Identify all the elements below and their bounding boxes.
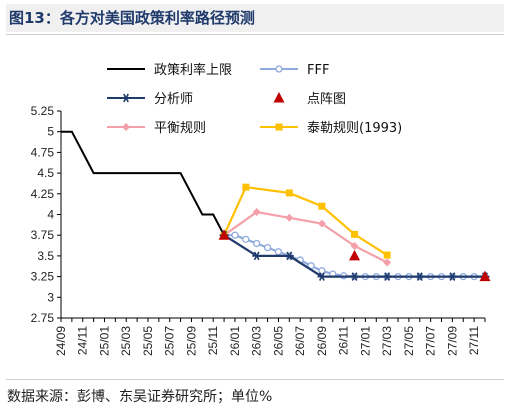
footer-rule xyxy=(6,379,504,380)
data-point xyxy=(242,183,250,191)
y-tick-label: 5.25 xyxy=(31,104,55,118)
x-tick-label: 26/01 xyxy=(228,326,242,356)
legend-label: FFF xyxy=(307,63,329,78)
x-tick-label: 25/03 xyxy=(119,326,133,356)
data-point xyxy=(447,272,457,281)
data-point xyxy=(285,213,294,222)
data-point xyxy=(349,249,361,261)
data-point xyxy=(253,239,261,248)
data-point xyxy=(122,123,130,131)
x-tick-label: 25/07 xyxy=(163,326,177,356)
x-tick-label: 26/11 xyxy=(337,326,351,355)
x-tick-label: 24/11 xyxy=(76,326,90,355)
x-tick-label: 25/09 xyxy=(184,326,198,356)
x-tick-label: 26/09 xyxy=(315,326,329,356)
series-line xyxy=(61,130,225,236)
data-point xyxy=(350,241,359,250)
data-point xyxy=(285,189,293,197)
data-point xyxy=(252,208,261,217)
data-point xyxy=(383,251,391,259)
legend-label: 分析师 xyxy=(154,92,193,107)
legend-label: 平衡规则 xyxy=(154,121,206,136)
y-tick-label: 3.5 xyxy=(37,249,54,263)
data-point xyxy=(317,219,326,228)
series-line xyxy=(223,210,388,264)
y-tick-label: 4.75 xyxy=(31,145,55,159)
data-point xyxy=(479,270,491,282)
x-tick-label: 25/05 xyxy=(141,326,155,356)
legend-item: 分析师 xyxy=(107,92,193,107)
data-point xyxy=(415,272,425,281)
legend-label: 政策利率上限 xyxy=(154,62,232,78)
x-tick-label: 27/01 xyxy=(358,326,372,356)
series-3 xyxy=(218,229,491,282)
data-point xyxy=(317,272,327,281)
x-tick-label: 25/01 xyxy=(97,326,111,356)
series-line xyxy=(223,185,388,257)
title-rule xyxy=(6,34,504,35)
y-tick-label: 3.75 xyxy=(31,228,55,242)
y-tick-label: 2.75 xyxy=(31,311,55,325)
x-tick-label: 24/09 xyxy=(54,326,68,356)
legend-label: 点阵图 xyxy=(307,92,346,107)
data-point xyxy=(318,267,326,275)
x-tick-label: 26/05 xyxy=(271,326,285,356)
series-0 xyxy=(61,130,225,236)
legend-item: FFF xyxy=(260,63,329,78)
data-point xyxy=(350,272,360,281)
x-tick-label: 27/11 xyxy=(467,326,481,355)
title-bar: 图13：各方对美国政策利率路径预测 xyxy=(6,4,504,32)
legend-item: 平衡规则 xyxy=(107,121,206,136)
data-point xyxy=(231,231,239,239)
data-point xyxy=(284,251,294,261)
x-tick-label: 25/11 xyxy=(206,326,220,355)
y-tick-label: 3 xyxy=(47,290,54,304)
legend-item: 泰勒规则(1993) xyxy=(260,121,402,136)
chart-title: 图13：各方对美国政策利率路径预测 xyxy=(9,9,255,27)
data-point xyxy=(121,93,131,103)
data-source: 数据来源：彭博、东吴证券研究所；单位% xyxy=(7,389,273,405)
data-point xyxy=(263,243,272,252)
x-tick-label: 27/03 xyxy=(380,326,394,356)
data-point xyxy=(242,235,250,243)
data-point xyxy=(351,230,359,238)
x-tick-label: 27/07 xyxy=(424,326,438,356)
data-point xyxy=(252,251,262,261)
y-tick-label: 3.25 xyxy=(31,270,55,284)
data-point xyxy=(382,272,392,281)
data-point xyxy=(275,123,283,131)
x-tick-label: 27/05 xyxy=(402,326,416,356)
data-point xyxy=(218,229,230,240)
legend-item: 点阵图 xyxy=(273,92,346,107)
data-point xyxy=(275,65,283,73)
x-tick-label: 26/03 xyxy=(250,326,264,356)
legend-label: 泰勒规则(1993) xyxy=(307,121,402,136)
x-tick-label: 27/09 xyxy=(445,326,459,356)
data-point xyxy=(273,92,285,103)
y-tick-label: 4 xyxy=(47,208,54,222)
legend-item: 政策利率上限 xyxy=(107,62,232,78)
data-point xyxy=(318,202,326,210)
series-4 xyxy=(220,208,392,267)
y-tick-label: 4.5 xyxy=(37,166,54,180)
y-tick-label: 4.25 xyxy=(31,187,55,201)
x-tick-label: 26/07 xyxy=(293,326,307,356)
y-tick-label: 5 xyxy=(47,125,54,139)
data-point xyxy=(383,258,392,267)
data-point xyxy=(274,248,283,256)
